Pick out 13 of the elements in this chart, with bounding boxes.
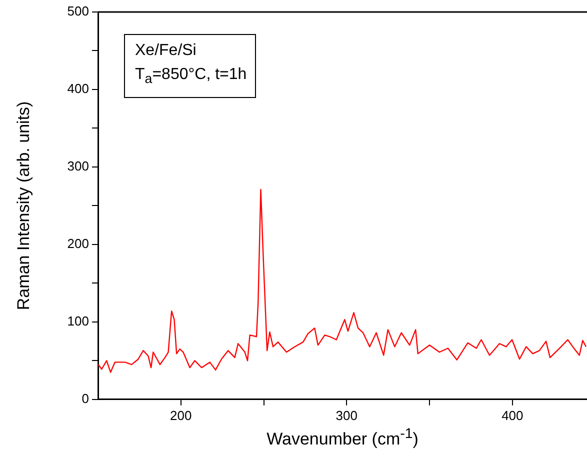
y-tick-label: 500 [67,4,89,19]
y-axis-title: Raman Intensity (arb. units) [14,101,33,310]
y-tick-label: 200 [67,236,89,252]
y-tick-label: 400 [67,81,89,96]
annotation: Xe/Fe/Si [135,42,196,59]
x-axis-title: Wavenumber (cm$^{-1}$) [266,426,420,450]
y-tick-label: 300 [67,158,89,174]
x-tick-label: 400 [502,408,524,423]
y-tick-label: 100 [67,314,89,328]
annotation: T$_{a}$=850°C, t=1h [135,66,247,86]
y-tick-label: 0 [82,390,89,406]
x-tick-label: 300 [336,408,358,423]
x-tick-label: 200 [170,408,192,423]
